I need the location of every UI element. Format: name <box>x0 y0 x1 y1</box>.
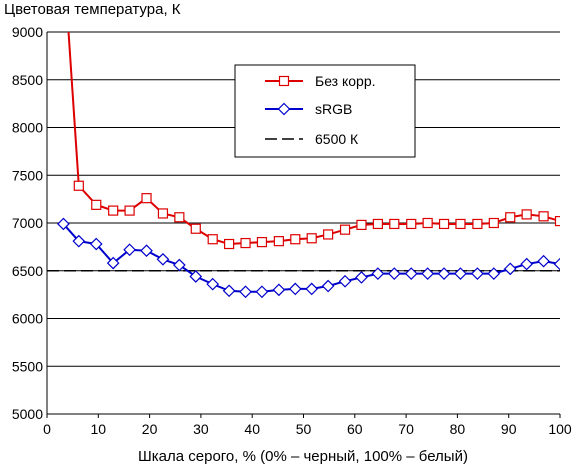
data-point-1-21 <box>404 267 418 280</box>
data-point-1-18 <box>355 271 368 284</box>
data-point-0-26 <box>488 217 499 229</box>
x-axis-label: Шкала серого, % (0% – черный, 100% – бел… <box>138 448 468 465</box>
x-tick-label: 0 <box>43 421 51 437</box>
x-tick-label: 40 <box>244 421 260 437</box>
data-point-1-29 <box>537 254 550 268</box>
y-tick-label: 9000 <box>12 24 43 40</box>
data-point-0-23 <box>438 218 450 230</box>
y-tick-label: 7000 <box>12 215 43 231</box>
legend-label-2: 6500 К <box>315 131 359 147</box>
y-tick-label: 6500 <box>12 263 43 279</box>
data-point-0-20 <box>389 218 400 230</box>
data-point-0-5 <box>141 193 152 204</box>
y-tick-label: 8500 <box>12 72 43 88</box>
data-point-0-21 <box>406 218 417 230</box>
legend-label-1: sRGB <box>315 101 352 117</box>
data-point-1-12 <box>255 285 269 299</box>
data-point-1-5 <box>140 244 153 258</box>
data-point-1-4 <box>123 243 136 257</box>
legend-marker-0 <box>278 75 290 87</box>
data-point-0-9 <box>207 234 218 245</box>
data-point-0-22 <box>422 217 433 229</box>
data-point-1-16 <box>321 279 335 293</box>
data-point-0-14 <box>290 234 301 245</box>
y-tick-label: 6000 <box>12 311 43 327</box>
data-point-0-15 <box>306 233 317 244</box>
x-tick-label: 50 <box>296 421 312 437</box>
series-group <box>47 32 560 299</box>
data-point-1-10 <box>222 284 236 298</box>
data-point-0-12 <box>256 237 268 248</box>
data-point-1-1 <box>72 234 86 248</box>
data-point-0-19 <box>372 218 383 230</box>
legend: Без корр. sRGB 6500 К <box>234 64 416 158</box>
data-point-1-26 <box>487 267 501 280</box>
data-point-0-16 <box>323 229 334 240</box>
x-tick-label: 10 <box>91 421 107 437</box>
data-point-0-13 <box>273 236 284 247</box>
data-point-0-28 <box>521 209 532 220</box>
data-point-0-30 <box>554 215 560 227</box>
data-point-0-4 <box>124 205 135 216</box>
data-point-1-15 <box>305 282 319 296</box>
plot-area: 5000 5500 6000 6500 7000 7500 8000 8500 9000 0 10 2… <box>12 24 572 437</box>
data-point-1-28 <box>520 257 534 271</box>
legend-marker-1 <box>277 102 291 116</box>
x-tick-label: 60 <box>347 421 363 437</box>
data-point-1-8 <box>189 270 203 283</box>
data-point-0-18 <box>356 219 367 231</box>
x-tick-label: 20 <box>142 421 158 437</box>
data-point-1-7 <box>173 258 186 272</box>
x-tick-label: 100 <box>548 421 572 437</box>
data-point-0-8 <box>190 223 201 234</box>
y-axis-label: Цветовая температура, К <box>4 1 181 18</box>
data-point-1-27 <box>503 262 517 276</box>
data-point-1-24 <box>454 267 467 280</box>
x-tick-label: 70 <box>398 421 414 437</box>
data-point-1-20 <box>387 267 401 280</box>
x-tick-label: 90 <box>501 421 517 437</box>
data-point-0-29 <box>538 211 549 222</box>
data-point-0-27 <box>505 212 516 223</box>
data-point-1-22 <box>421 267 434 280</box>
y-tick-label: 8000 <box>12 120 43 136</box>
data-point-0-6 <box>157 208 169 219</box>
data-point-1-23 <box>437 267 451 280</box>
data-point-1-19 <box>371 267 385 280</box>
data-point-1-9 <box>206 277 220 291</box>
data-point-1-13 <box>272 283 286 297</box>
x-tick-label: 30 <box>193 421 209 437</box>
data-point-1-14 <box>288 282 302 296</box>
y-tick-label: 5500 <box>12 358 43 374</box>
data-point-1-2 <box>89 237 103 251</box>
data-point-1-3 <box>106 256 120 270</box>
data-point-1-6 <box>156 252 170 266</box>
data-point-0-24 <box>455 218 466 230</box>
data-point-1-0 <box>57 217 70 231</box>
data-point-0-1 <box>73 180 84 191</box>
data-point-1-11 <box>239 285 252 299</box>
y-tick-label: 5000 <box>12 406 43 422</box>
y-tick-label: 7500 <box>12 167 43 183</box>
data-point-1-25 <box>471 267 484 280</box>
data-point-0-10 <box>224 238 235 250</box>
data-point-0-3 <box>108 205 119 216</box>
data-point-0-17 <box>339 224 351 235</box>
data-point-1-30 <box>553 257 560 271</box>
data-point-1-17 <box>338 274 352 288</box>
data-point-0-7 <box>174 212 185 223</box>
x-tick-label: 80 <box>450 421 466 437</box>
legend-label-0: Без корр. <box>315 73 376 89</box>
data-point-0-11 <box>240 237 251 249</box>
data-point-0-25 <box>472 218 483 230</box>
data-point-0-2 <box>91 199 102 210</box>
